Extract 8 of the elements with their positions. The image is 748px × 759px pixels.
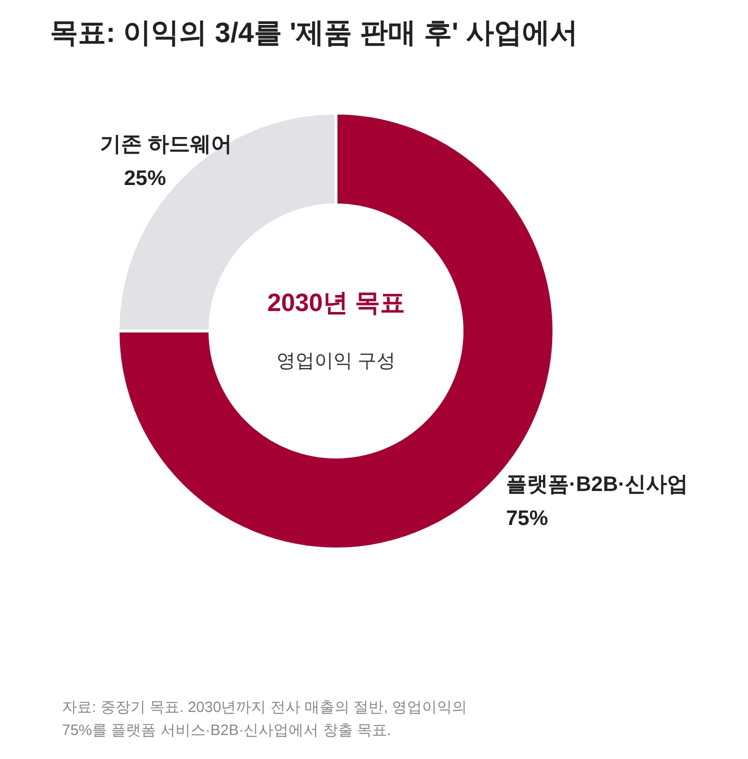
text: 영업이익 구성 — [276, 351, 396, 372]
slice-label: 플랫폼·B2B·신사업 — [506, 473, 688, 496]
data-label: 75% — [506, 507, 548, 530]
text: 2030년 목표 — [267, 289, 405, 317]
data-label: 25% — [124, 167, 166, 190]
text: 자료: 중장기 목표. 2030년까지 전사 매출의 절반, 영업이익의 75%를 플랫폼 서비스·B2B·신사업에서 창출 목표. — [62, 699, 468, 739]
chart-title: 목표: 이익의 3/4를 '제품 판매 후' 사업에서 — [50, 17, 578, 48]
slice-label: 기존 하드웨어 — [100, 133, 232, 156]
